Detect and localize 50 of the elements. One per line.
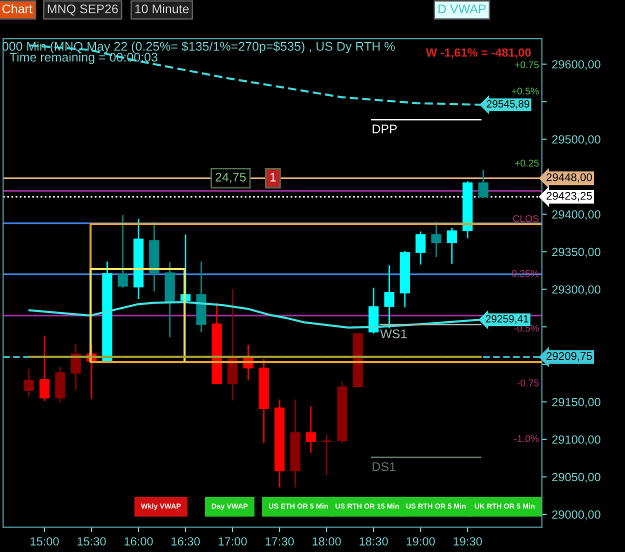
- series-label: DS1: [372, 462, 396, 472]
- candlestick: [322, 434, 332, 476]
- x-tick-label: 15:30: [78, 537, 106, 546]
- y-tick-label: 29000,00: [552, 510, 600, 520]
- annotation: +0.5%: [512, 88, 539, 95]
- y-tick-label: 29600,00: [552, 60, 600, 70]
- y-tick-label: 29500,00: [552, 135, 600, 145]
- ref-line-label: 29209,75: [546, 352, 592, 362]
- y-tick-label: 29300,00: [552, 285, 600, 296]
- x-tick-label: 19:30: [454, 537, 482, 546]
- candlestick: [431, 221, 442, 258]
- candlestick: [306, 406, 316, 454]
- text: MNQ SEP26: [48, 4, 118, 16]
- annotation: CLOS: [513, 215, 539, 222]
- candlestick: [478, 169, 488, 198]
- data-label: 29545,89: [486, 100, 530, 109]
- candlestick: [384, 264, 394, 329]
- x-tick-label: 18:00: [312, 537, 341, 546]
- y-tick-label: 29350,00: [552, 248, 600, 258]
- annotation: -0.75: [517, 380, 539, 386]
- ref-line-label: 29423,25: [546, 192, 592, 202]
- annotation: +0.75: [514, 61, 539, 68]
- series-label: WS1: [380, 329, 407, 338]
- text: Chart: [2, 4, 32, 14]
- text: 10 Minute: [135, 4, 189, 14]
- candlestick: [416, 230, 426, 266]
- x-tick-label: 15:00: [30, 537, 59, 546]
- x-tick-label: 16:00: [124, 537, 153, 546]
- annotation: -1.0%: [514, 435, 539, 442]
- annotation: W -1,61% = -481,00: [426, 48, 531, 58]
- y-tick-label: 29150,00: [552, 398, 600, 408]
- x-tick-label: 16:30: [172, 537, 200, 546]
- x-tick-label: 17:00: [218, 537, 247, 546]
- y-tick-label: 29100,00: [552, 435, 600, 446]
- x-tick-label: 17:30: [266, 537, 294, 546]
- annotation: 1: [270, 172, 276, 182]
- x-tick-label: 19:00: [406, 537, 435, 546]
- data-label: 29259,41: [486, 315, 528, 324]
- annotation: +0.25: [514, 160, 539, 167]
- y-tick-label: 29050,00: [552, 472, 600, 483]
- ref-line-label: 29448,00: [546, 173, 592, 183]
- candlestick: [39, 335, 50, 402]
- candlestick: [118, 214, 128, 288]
- y-tick-label: 29400,00: [552, 210, 600, 220]
- text: D VWAP: [438, 4, 486, 14]
- candlestick: [446, 227, 457, 264]
- x-tick-label: 18:30: [360, 537, 388, 546]
- series-label: DPP: [372, 124, 397, 134]
- annotation: 24,75: [216, 172, 246, 184]
- candlestick: [24, 368, 34, 398]
